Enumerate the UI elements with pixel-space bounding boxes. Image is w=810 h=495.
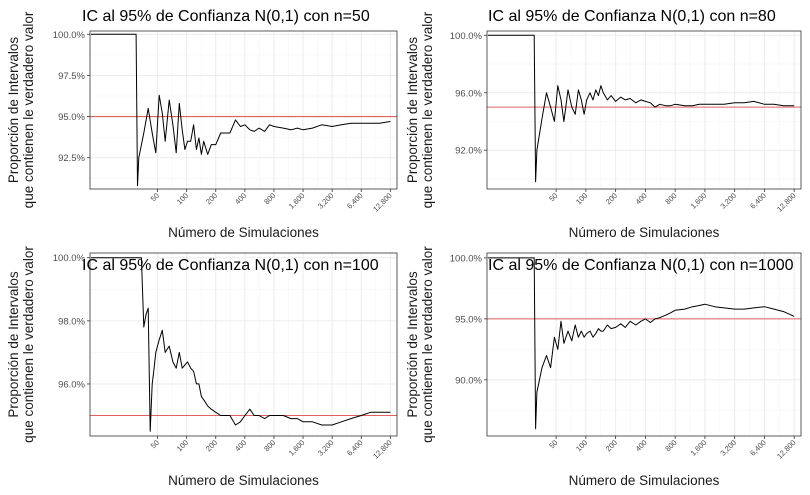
x-tick-label: 100 xyxy=(175,438,190,453)
y-axis-label-line: que contienen le verdadero valor xyxy=(21,11,36,208)
x-tick-label: 200 xyxy=(604,191,619,206)
x-axis-label: Número de Simulaciones xyxy=(168,473,319,488)
chart-panel-n1000: 90.0% 95.0% 100.0% 50 100 200 400 800 1,600 3,200… xyxy=(405,246,802,488)
x-tick-label: 6,400 xyxy=(748,438,768,458)
x-tick-label: 6,400 xyxy=(345,438,365,458)
x-tick-label: 200 xyxy=(204,191,219,206)
x-tick-label: 12,800 xyxy=(775,438,798,461)
x-tick-label: 1,600 xyxy=(689,438,709,458)
x-tick-label: 400 xyxy=(634,191,649,206)
y-axis-label-line: que contienen le verdadero valor xyxy=(420,11,435,208)
y-tick-label: 92.5% xyxy=(58,153,85,164)
x-tick-label: 800 xyxy=(262,191,277,206)
x-tick-label: 6,400 xyxy=(748,191,768,211)
y-tick-label: 96.0% xyxy=(58,379,85,390)
y-axis-label-line: Proporción de Intervalos xyxy=(405,37,420,184)
panel-border xyxy=(486,30,802,190)
x-tick-label: 3,200 xyxy=(316,191,336,211)
y-tick-label: 97.5% xyxy=(58,71,85,82)
chart-title: IC al 95% de Confianza N(0,1) con n=50 xyxy=(82,8,370,25)
y-axis-label: Proporción de Intervalosque contienen le… xyxy=(405,246,435,443)
x-tick-label: 400 xyxy=(233,438,248,453)
x-tick-label: 800 xyxy=(663,191,678,206)
y-axis-label: Proporción de Intervalosque contienen le… xyxy=(6,11,36,208)
series-line xyxy=(488,34,795,183)
x-tick-label: 400 xyxy=(233,191,248,206)
chart-panel-n50: 92.5% 95.0% 97.5% 100.0% 50 100 200 400 800 1,600… xyxy=(6,8,398,240)
y-tick-label: 100.0% xyxy=(450,253,483,264)
y-axis-label-line: Proporción de Intervalos xyxy=(6,37,21,184)
chart-title: IC al 95% de Confianza N(0,1) con n=1000 xyxy=(488,257,794,274)
y-axis-label-line: que contienen le verdadero valor xyxy=(420,246,435,443)
x-tick-label: 3,200 xyxy=(718,191,738,211)
y-axis-label-line: que contienen le verdadero valor xyxy=(21,246,36,443)
x-tick-label: 100 xyxy=(175,191,190,206)
x-tick-label: 12,800 xyxy=(371,438,394,461)
series-line xyxy=(91,257,391,432)
chart-panel-n80: 92.0% 96.0% 100.0% 50 100 200 400 800 1,600 3,200… xyxy=(405,8,802,240)
x-axis-label: Número de Simulaciones xyxy=(569,473,720,488)
y-tick-label: 95.0% xyxy=(58,112,85,123)
x-tick-label: 12,800 xyxy=(371,191,394,214)
y-tick-label: 90.0% xyxy=(455,375,482,386)
x-tick-label: 200 xyxy=(204,438,219,453)
y-tick-label: 100.0% xyxy=(53,253,86,264)
x-tick-label: 1,600 xyxy=(689,191,709,211)
series-line xyxy=(488,257,795,430)
panel-border xyxy=(486,252,802,437)
y-axis-label: Proporción de Intervalosque contienen le… xyxy=(405,11,435,208)
x-tick-label: 50 xyxy=(149,438,161,450)
x-tick-label: 100 xyxy=(574,438,589,453)
x-tick-label: 50 xyxy=(149,191,161,203)
x-tick-label: 50 xyxy=(547,191,559,203)
panel-border xyxy=(89,252,398,437)
x-tick-label: 800 xyxy=(262,438,277,453)
chart-title: IC al 95% de Confianza N(0,1) con n=100 xyxy=(82,257,379,274)
y-tick-label: 100.0% xyxy=(53,30,86,41)
x-tick-label: 100 xyxy=(574,191,589,206)
y-tick-label: 100.0% xyxy=(450,31,483,42)
chart-panel-n100: 96.0% 98.0% 100.0% 50 100 200 400 800 1,600 3,200… xyxy=(6,246,398,488)
x-tick-label: 50 xyxy=(547,438,559,450)
y-axis-label-line: Proporción de Intervalos xyxy=(405,271,420,418)
x-tick-label: 200 xyxy=(604,438,619,453)
x-tick-label: 400 xyxy=(634,438,649,453)
y-axis-label: Proporción de Intervalosque contienen le… xyxy=(6,246,36,443)
y-axis-label-line: Proporción de Intervalos xyxy=(6,271,21,418)
x-axis-label: Número de Simulaciones xyxy=(168,225,319,240)
x-tick-label: 3,200 xyxy=(718,438,738,458)
y-tick-label: 98.0% xyxy=(58,316,85,327)
series-line xyxy=(91,33,391,187)
y-tick-label: 95.0% xyxy=(455,314,482,325)
y-tick-label: 96.0% xyxy=(455,88,482,99)
x-tick-label: 12,800 xyxy=(775,191,798,214)
x-tick-label: 800 xyxy=(663,438,678,453)
x-axis-label: Número de Simulaciones xyxy=(569,225,720,240)
x-tick-label: 1,600 xyxy=(287,438,307,458)
x-tick-label: 3,200 xyxy=(316,438,336,458)
y-tick-label: 92.0% xyxy=(455,146,482,157)
x-tick-label: 1,600 xyxy=(287,191,307,211)
panel-border xyxy=(89,30,398,190)
chart-title: IC al 95% de Confianza N(0,1) con n=80 xyxy=(488,8,776,25)
x-tick-label: 6,400 xyxy=(345,191,365,211)
